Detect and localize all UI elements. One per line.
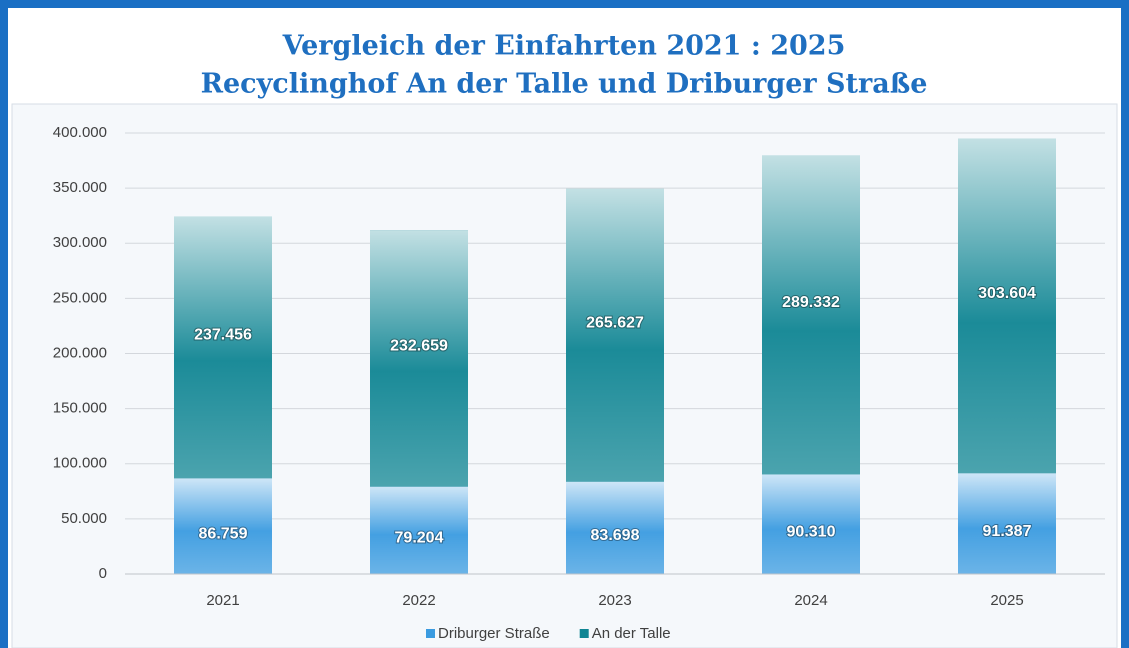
y-tick-label: 350.000 [53, 179, 107, 196]
bar-shine [370, 486, 468, 574]
bar-shine [762, 155, 860, 475]
bar-shine [174, 478, 272, 574]
x-tick-label: 2025 [990, 592, 1023, 609]
y-tick-label: 150.000 [53, 400, 107, 417]
value-label: 237.456 [194, 327, 252, 344]
x-tick-label: 2023 [598, 592, 631, 609]
value-label: 232.659 [390, 338, 448, 355]
legend-swatch [579, 629, 589, 638]
value-label: 303.604 [978, 285, 1036, 302]
chart-title: Vergleich der Einfahrten 2021 : 2025 [282, 31, 846, 62]
value-label: 90.310 [787, 523, 836, 540]
bar-shine [566, 481, 664, 574]
y-tick-label: 250.000 [53, 289, 107, 306]
y-tick-label: 200.000 [53, 344, 107, 361]
x-tick-label: 2024 [794, 592, 827, 609]
y-tick-label: 400.000 [53, 124, 107, 141]
value-label: 91.387 [983, 523, 1032, 540]
y-tick-label: 300.000 [53, 234, 107, 251]
value-label: 79.204 [395, 530, 444, 547]
y-tick-label: 0 [99, 565, 107, 582]
value-label: 83.698 [591, 527, 640, 544]
y-tick-label: 50.000 [61, 510, 107, 527]
bar-shine [370, 230, 468, 487]
bar-shine [958, 473, 1056, 574]
legend-label: An der Talle [592, 625, 671, 642]
x-tick-label: 2022 [402, 592, 435, 609]
legend-label: Driburger Straße [438, 625, 550, 642]
legend-swatch [426, 629, 435, 638]
x-tick-label: 2021 [206, 592, 239, 609]
bar-shine [566, 188, 664, 482]
bar-shine [958, 138, 1056, 474]
value-label: 86.759 [199, 525, 248, 542]
value-label: 289.332 [782, 294, 840, 311]
chart-subtitle: Recyclinghof An der Talle und Driburger … [201, 69, 928, 100]
value-label: 265.627 [586, 315, 644, 332]
y-tick-label: 100.000 [53, 455, 107, 472]
bar-shine [174, 216, 272, 479]
bar-shine [762, 474, 860, 574]
